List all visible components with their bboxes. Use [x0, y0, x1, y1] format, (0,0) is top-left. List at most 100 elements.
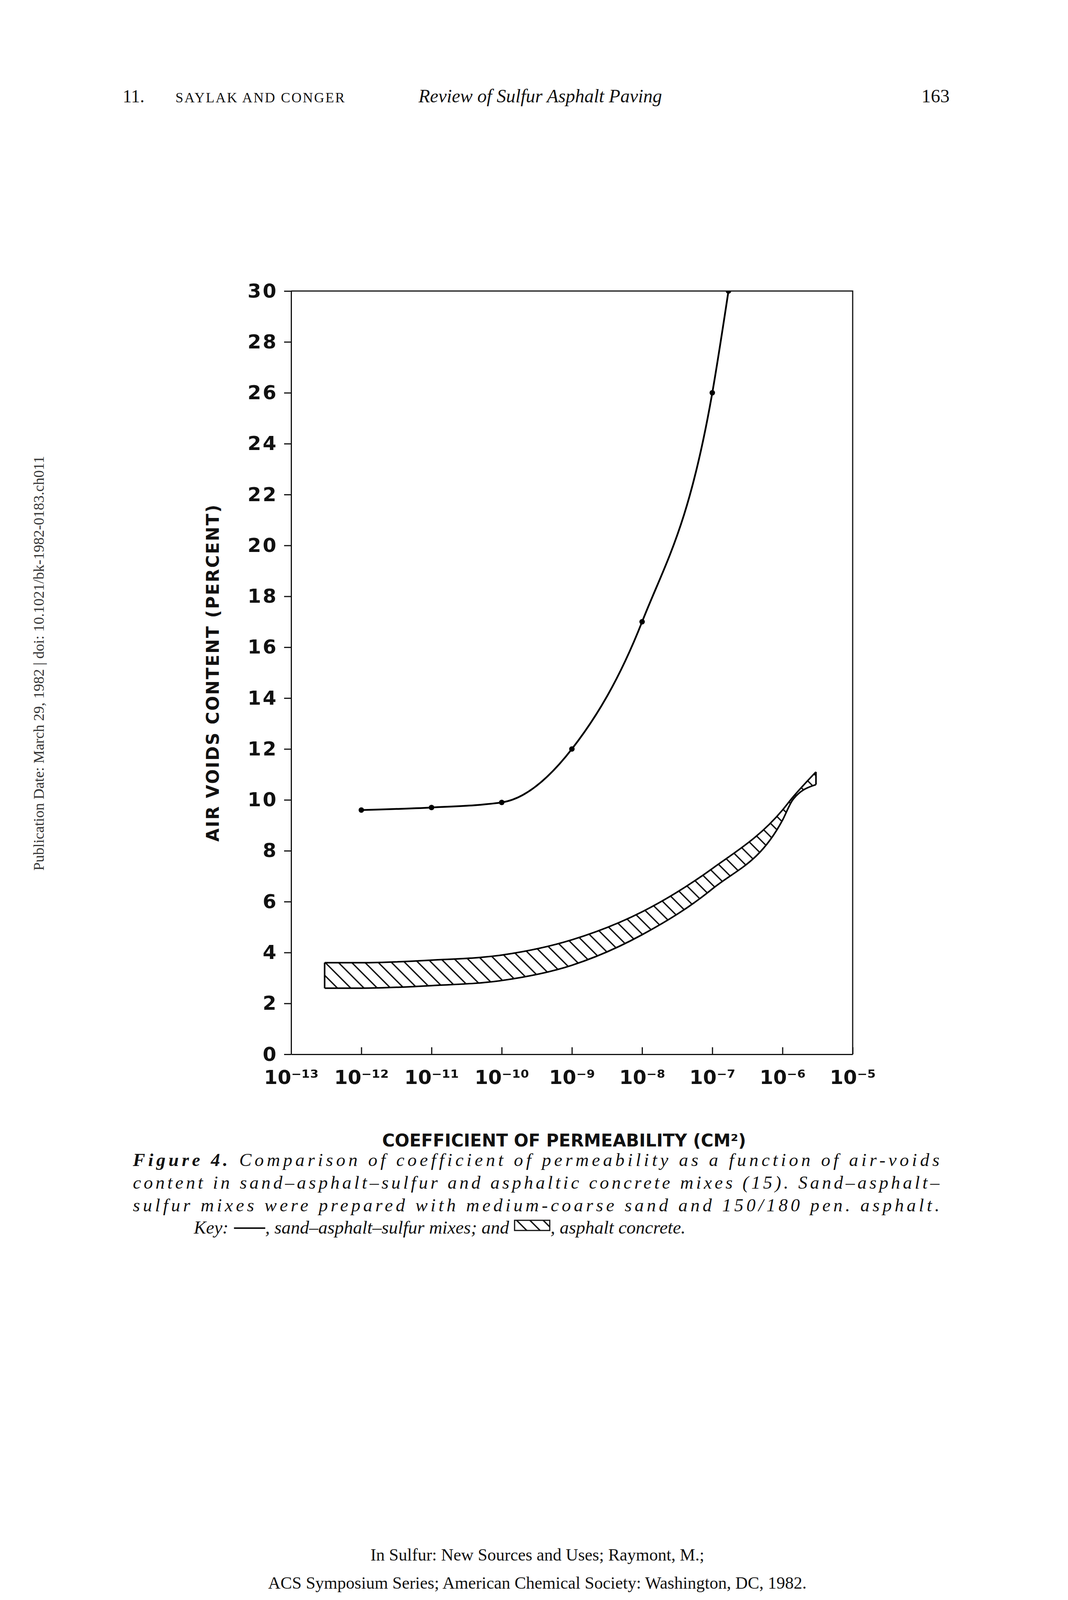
y-tick-mark — [284, 850, 292, 852]
running-authors: SAYLAK AND CONGER — [175, 89, 346, 106]
x-tick-label: 10⁻⁹ — [549, 1066, 596, 1090]
y-tick: 2 — [262, 992, 292, 1015]
caption-line: content in sand–asphalt–sulfur and aspha… — [132, 1172, 940, 1194]
y-tick-mark — [284, 901, 292, 903]
y-tick-label: 20 — [247, 534, 278, 557]
footer-line: ACS Symposium Series; American Chemical … — [268, 1574, 807, 1594]
x-tick-label: 10⁻⁷ — [689, 1066, 736, 1090]
y-tick-mark — [284, 494, 292, 496]
y-tick-mark — [284, 1003, 292, 1005]
key-hatch-symbol — [514, 1220, 550, 1231]
y-tick-label: 26 — [247, 381, 278, 405]
plot-frame — [291, 291, 853, 1055]
y-tick: 14 — [247, 686, 292, 710]
y-tick: 26 — [247, 381, 292, 405]
y-tick-label: 0 — [262, 1043, 278, 1067]
series-line — [361, 291, 729, 811]
x-tick-label: 10⁻¹⁰ — [474, 1066, 530, 1090]
y-tick-label: 16 — [247, 635, 278, 659]
series-marker — [709, 390, 716, 396]
caption-line: Figure 4. Comparison of coefficient of pe… — [132, 1150, 940, 1171]
x-tick-label: 10⁻¹³ — [264, 1066, 319, 1090]
x-tick-label: 10⁻¹¹ — [404, 1066, 460, 1090]
x-tick-label: 10⁻¹² — [334, 1066, 389, 1090]
x-axis: 10⁻¹³10⁻¹²10⁻¹¹10⁻¹⁰10⁻⁹10⁻⁸10⁻⁷10⁻⁶10⁻⁵ — [264, 1047, 877, 1090]
x-tick: 10⁻⁶ — [759, 1047, 806, 1090]
y-tick-label: 2 — [262, 992, 278, 1015]
x-axis-title: COEFFICIENT OF PERMEABILITY (CM²) — [382, 1130, 746, 1151]
x-tick-mark — [361, 1047, 363, 1055]
y-tick: 22 — [247, 483, 292, 507]
series-marker — [499, 799, 505, 806]
series-marker — [358, 807, 365, 814]
y-tick-mark — [284, 697, 292, 700]
y-tick: 8 — [262, 839, 292, 863]
key-separator: , — [550, 1217, 560, 1238]
series-marker — [725, 291, 732, 294]
y-tick: 18 — [247, 584, 292, 608]
y-tick-label: 18 — [247, 584, 278, 608]
y-tick: 20 — [247, 534, 292, 557]
x-tick-mark — [641, 1047, 643, 1055]
x-tick-mark — [571, 1047, 573, 1055]
side-note: Publication Date: March 29, 1982 | doi: … — [30, 456, 47, 872]
y-tick: 12 — [247, 737, 292, 761]
series-marker — [569, 746, 575, 752]
key-separator: . — [681, 1217, 686, 1238]
band-start-cap — [323, 963, 326, 989]
y-tick-mark — [284, 952, 292, 954]
x-tick: 10⁻⁹ — [549, 1047, 596, 1090]
x-tick-mark — [431, 1047, 433, 1055]
x-tick-mark — [781, 1047, 784, 1055]
band-lower-edge — [324, 785, 816, 989]
caption-text: Comparison of coefficient of permeabilit… — [239, 1150, 940, 1171]
y-tick-mark — [284, 392, 292, 394]
x-tick-label: 10⁻⁸ — [619, 1066, 666, 1090]
x-tick: 10⁻¹⁰ — [474, 1047, 530, 1090]
series-marker — [639, 619, 645, 625]
key-line-symbol — [234, 1227, 266, 1230]
y-tick-mark — [284, 1054, 292, 1056]
y-tick-label: 14 — [247, 686, 278, 710]
y-axis-title: AIR VOIDS CONTENT (PERCENT) — [202, 503, 223, 843]
y-tick-mark — [284, 596, 292, 598]
key-separator: , — [265, 1217, 275, 1238]
y-tick-mark — [284, 545, 292, 547]
x-tick-label: 10⁻⁶ — [759, 1066, 806, 1090]
running-title: Review of Sulfur Asphalt Paving — [418, 85, 662, 107]
x-tick-mark — [852, 1047, 854, 1055]
y-tick-mark — [284, 341, 292, 343]
caption-label: Figure 4. — [132, 1150, 228, 1171]
page: 11. SAYLAK AND CONGER Review of Sulfur Asp… — [0, 0, 1068, 1600]
y-tick-label: 6 — [262, 890, 278, 914]
y-tick: 30 — [247, 279, 292, 303]
x-tick: 10⁻⁸ — [619, 1047, 666, 1090]
y-tick-label: 10 — [247, 788, 278, 812]
y-tick-label: 24 — [247, 432, 278, 455]
chapter-number: 11. — [122, 86, 145, 107]
y-tick-label: 12 — [247, 737, 278, 761]
y-tick: 28 — [247, 330, 292, 354]
band-end-cap — [815, 772, 817, 786]
y-tick: 10 — [247, 788, 292, 812]
y-tick-label: 22 — [247, 483, 278, 507]
key-separator: ; and — [470, 1217, 510, 1238]
x-tick-mark — [501, 1047, 503, 1055]
plot-area — [324, 291, 816, 989]
band-area — [324, 772, 816, 989]
chart: 02468101214161820222426283010⁻¹³10⁻¹²10⁻… — [202, 279, 876, 1152]
y-tick: 24 — [247, 432, 292, 455]
y-axis-line — [290, 291, 292, 1056]
page-background — [0, 0, 1068, 1600]
legend-entry: asphalt concrete — [559, 1217, 681, 1238]
y-tick: 16 — [247, 635, 292, 659]
x-tick: 10⁻⁷ — [689, 1047, 736, 1090]
legend-entry: sand–asphalt–sulfur mixes — [274, 1217, 471, 1238]
y-tick: 0 — [262, 1043, 292, 1067]
x-tick: 10⁻¹³ — [264, 1047, 319, 1090]
y-tick-label: 4 — [262, 941, 278, 965]
x-tick-mark — [290, 1047, 292, 1055]
y-tick-label: 30 — [247, 279, 278, 303]
y-axis: 024681012141618202224262830 — [247, 279, 292, 1067]
series-marker — [428, 805, 435, 811]
